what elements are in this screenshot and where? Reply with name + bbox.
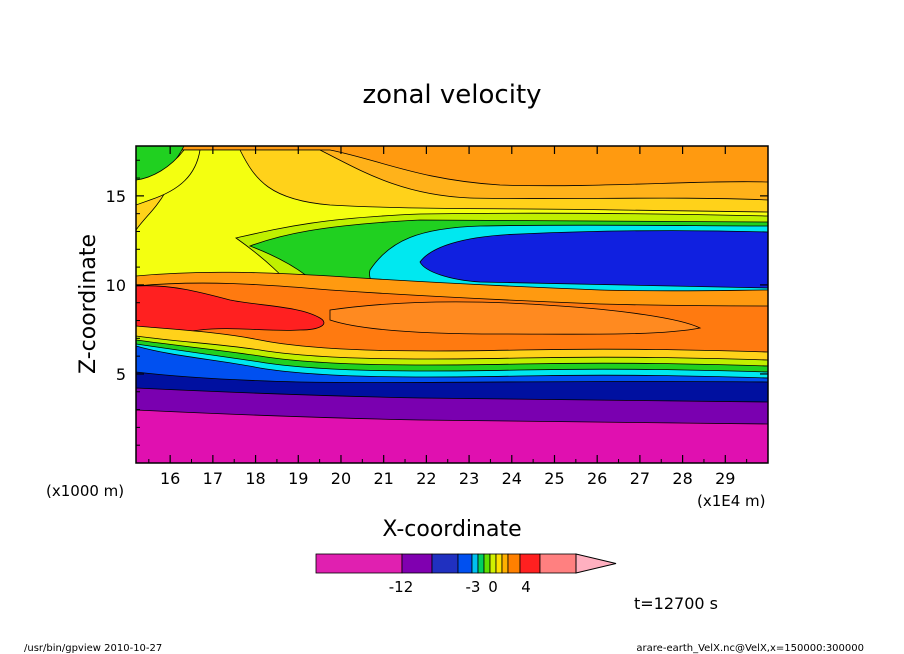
y-tick-label: 10: [106, 276, 126, 295]
footer-left: /usr/bin/gpview 2010-10-27: [24, 643, 162, 654]
colorbar-label: -12: [389, 578, 414, 596]
colorbar-swatch: [477, 553, 485, 574]
colorbar-swatch: [315, 553, 403, 574]
footer-right: arare-earth_VelX.nc@VelX,x=150000:300000: [636, 643, 864, 654]
plot-frame: [135, 145, 769, 464]
x-tick-label: 26: [587, 469, 607, 488]
x-tick-label: 28: [672, 469, 692, 488]
colorbar-swatch: [401, 553, 433, 574]
x-tick-label: 29: [715, 469, 735, 488]
x-tick-label: 23: [459, 469, 479, 488]
band-blue: [419, 230, 768, 289]
x-tick-label: 18: [245, 469, 265, 488]
x-tick-label: 24: [502, 469, 522, 488]
band-lower-green: [136, 339, 768, 373]
time-label: t=12700 s: [634, 594, 718, 613]
colorbar-swatch: [507, 553, 521, 574]
x-tick-label: 16: [160, 469, 180, 488]
colorbar-swatch: [483, 553, 491, 574]
band-magenta: [136, 409, 768, 463]
colorbar-arrow: [575, 553, 617, 574]
colorbar-swatch: [431, 553, 459, 574]
band-lower-yellow: [136, 325, 768, 363]
colorbar-swatch: [495, 553, 503, 574]
x-tick-label: 25: [544, 469, 564, 488]
y-tick-label: 15: [106, 187, 126, 206]
band-lower-blue: [136, 345, 768, 387]
band-orange-core: [329, 301, 702, 335]
colorbar-label: 0: [488, 578, 498, 596]
x-tick-label: 17: [203, 469, 223, 488]
colorbar-swatch: [471, 553, 479, 574]
colorbar-swatch: [457, 553, 473, 574]
colorbar-swatch: [501, 553, 509, 574]
colorbar: -12 -3 0 4: [315, 553, 617, 596]
x-axis-title: X-coordinate: [382, 517, 521, 542]
colorbar-label: 4: [521, 578, 531, 596]
colorbar-label: -3: [466, 578, 481, 596]
x-axis: 16 17 18 19 20 21 22 23 24 25 26 27 28 29: [148, 146, 748, 488]
x-tick-label: 27: [630, 469, 650, 488]
band-lower-lime: [136, 335, 768, 367]
y-axis-title: Z-coordinate: [76, 234, 101, 374]
y-unit-label: (x1000 m): [46, 482, 124, 500]
colorbar-swatch: [539, 553, 577, 574]
y-axis: 5 10 15: [106, 159, 768, 446]
chart-title: zonal velocity: [362, 80, 541, 110]
patch-yellow-topleft: [136, 149, 201, 206]
x-tick-label: 20: [331, 469, 351, 488]
x-unit-label: (x1E4 m): [697, 492, 766, 510]
band-lower-cyan: [136, 343, 768, 379]
plot-area: [136, 146, 768, 463]
x-tick-label: 22: [416, 469, 436, 488]
y-tick-label: 5: [116, 365, 126, 384]
x-tick-label: 19: [288, 469, 308, 488]
colorbar-swatch: [519, 553, 541, 574]
colorbar-swatch: [489, 553, 497, 574]
x-tick-label: 21: [373, 469, 393, 488]
